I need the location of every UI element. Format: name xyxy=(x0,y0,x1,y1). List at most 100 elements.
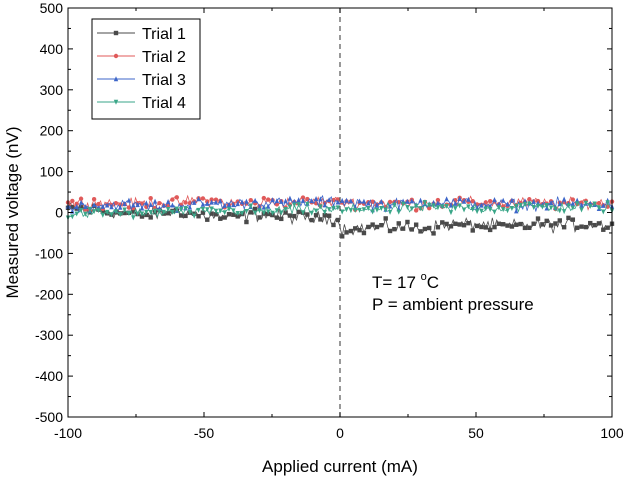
data-point xyxy=(113,99,119,105)
degree-superscript: o xyxy=(421,271,427,283)
data-point xyxy=(148,196,153,201)
data-point xyxy=(435,200,441,206)
data-point xyxy=(361,207,367,213)
data-point xyxy=(305,201,310,207)
data-point xyxy=(283,207,288,213)
data-point xyxy=(139,205,145,211)
data-point xyxy=(470,228,475,233)
axis-layer: -500-400-300-200-1000100200300400500-100… xyxy=(35,0,624,441)
legend-label: Trial 2 xyxy=(142,49,186,66)
data-point xyxy=(440,220,445,225)
data-point xyxy=(409,198,415,204)
data-point xyxy=(535,203,541,209)
data-point xyxy=(453,221,458,226)
data-point xyxy=(518,202,523,208)
data-point xyxy=(74,211,79,217)
data-point xyxy=(144,209,149,215)
data-point xyxy=(113,30,119,36)
data-point xyxy=(231,212,236,217)
data-point xyxy=(183,200,188,205)
data-point xyxy=(244,208,249,214)
data-point xyxy=(113,209,119,215)
data-point xyxy=(561,196,567,202)
data-point xyxy=(187,204,193,210)
data-point xyxy=(213,208,219,214)
data-point xyxy=(196,214,201,219)
y-tick-label: -300 xyxy=(35,327,63,343)
data-point xyxy=(453,200,458,206)
data-point xyxy=(70,198,75,204)
data-point xyxy=(505,208,510,214)
data-point xyxy=(209,206,214,212)
data-point xyxy=(457,196,462,202)
data-point xyxy=(300,210,306,216)
data-point xyxy=(461,198,467,204)
data-point xyxy=(370,199,375,204)
data-point xyxy=(353,207,358,213)
data-point xyxy=(540,204,545,210)
data-point xyxy=(448,224,454,229)
x-tick-label: 100 xyxy=(600,425,624,441)
data-point xyxy=(139,214,145,219)
data-point xyxy=(444,221,449,227)
data-point xyxy=(470,206,475,212)
data-point xyxy=(70,214,75,220)
y-tick-label: -400 xyxy=(35,368,63,384)
data-point xyxy=(501,197,506,203)
data-point xyxy=(257,215,262,220)
data-point xyxy=(326,207,332,213)
data-point xyxy=(444,196,449,202)
data-point xyxy=(331,205,336,211)
data-point xyxy=(461,207,467,213)
x-axis-title: Applied current (mA) xyxy=(262,457,418,476)
legend: Trial 1 Trial 2 Trial 3 Trial 4 xyxy=(91,18,201,120)
data-point xyxy=(265,203,271,209)
data-point xyxy=(152,198,158,204)
data-point xyxy=(505,201,510,207)
data-point xyxy=(200,206,206,212)
data-point xyxy=(583,200,589,206)
x-tick-label: 0 xyxy=(336,425,344,441)
data-point xyxy=(544,218,549,224)
y-tick-label: 200 xyxy=(40,123,64,139)
data-point xyxy=(483,225,488,230)
data-point xyxy=(274,198,280,204)
data-point xyxy=(309,210,314,216)
data-point xyxy=(126,211,132,217)
data-point xyxy=(383,216,388,221)
data-point xyxy=(222,202,227,208)
data-point xyxy=(331,222,336,228)
data-point xyxy=(265,197,271,202)
data-point xyxy=(461,223,467,228)
data-point xyxy=(566,215,571,221)
data-point xyxy=(544,205,549,211)
data-point xyxy=(544,202,549,208)
data-point xyxy=(305,212,310,217)
data-point xyxy=(444,203,449,209)
data-point xyxy=(78,199,84,205)
data-point xyxy=(492,209,497,215)
data-point xyxy=(588,220,593,226)
data-point xyxy=(300,197,306,203)
pressure-annotation: P = ambient pressure xyxy=(372,295,534,314)
data-point xyxy=(87,206,92,212)
data-point xyxy=(122,201,127,207)
data-point xyxy=(226,206,232,212)
legend-entry: Trial 3 xyxy=(97,72,186,89)
data-point xyxy=(209,199,214,205)
data-point xyxy=(527,201,532,207)
data-point xyxy=(196,196,201,202)
data-point xyxy=(70,204,75,210)
data-point xyxy=(170,202,175,208)
data-point xyxy=(448,210,454,216)
data-point xyxy=(470,198,475,204)
data-point xyxy=(148,202,153,208)
data-point xyxy=(379,222,384,228)
data-point xyxy=(274,215,280,220)
data-point xyxy=(261,204,267,210)
data-point xyxy=(548,205,554,211)
data-point xyxy=(353,226,358,231)
data-point xyxy=(427,202,432,208)
data-point xyxy=(496,205,502,211)
data-point xyxy=(205,217,210,222)
